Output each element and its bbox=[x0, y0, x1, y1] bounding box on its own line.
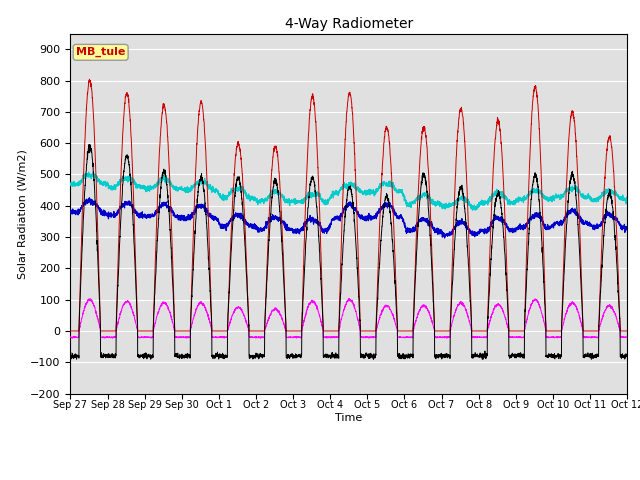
Y-axis label: Solar Radiation (W/m2): Solar Radiation (W/m2) bbox=[17, 149, 28, 278]
Legend: SW_in, SW_out, LW_in, LW_out, Rnet_4way: SW_in, SW_out, LW_in, LW_out, Rnet_4way bbox=[140, 476, 558, 480]
X-axis label: Time: Time bbox=[335, 413, 362, 422]
Title: 4-Way Radiometer: 4-Way Radiometer bbox=[285, 17, 413, 31]
Text: MB_tule: MB_tule bbox=[76, 47, 125, 58]
